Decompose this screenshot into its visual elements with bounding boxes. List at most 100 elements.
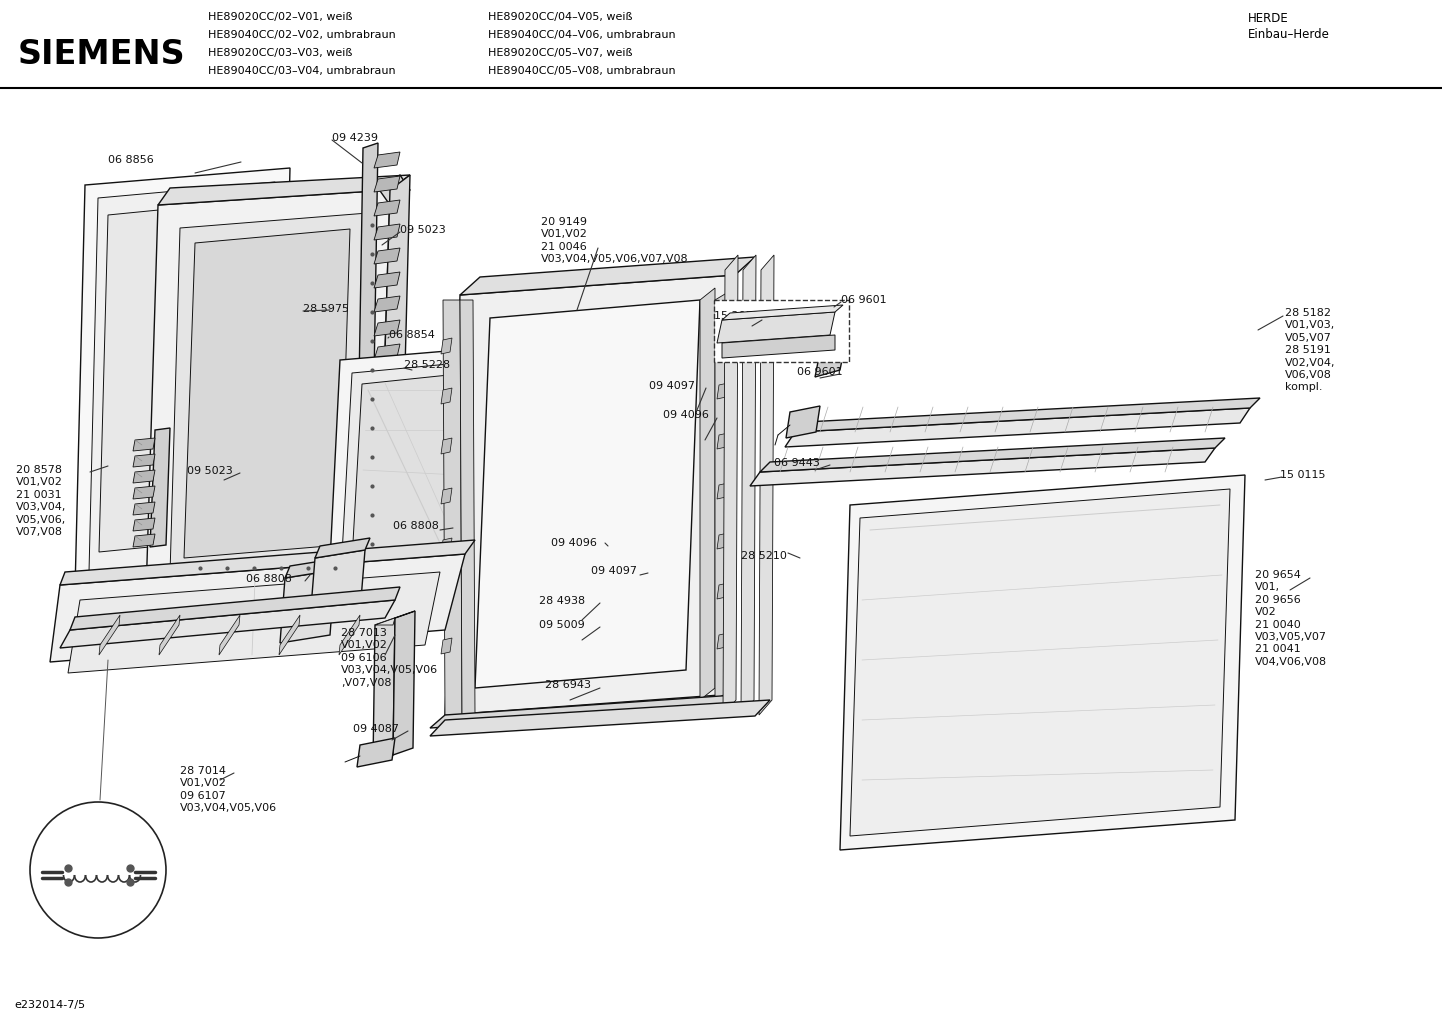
Polygon shape [741, 255, 756, 715]
Polygon shape [68, 572, 440, 673]
Text: 06 9601: 06 9601 [797, 367, 842, 377]
Text: SIEMENS: SIEMENS [17, 38, 186, 71]
Polygon shape [841, 475, 1244, 850]
Text: 09 5023: 09 5023 [187, 466, 232, 476]
Polygon shape [715, 288, 735, 700]
Text: HE89040CC/03–V04, umbrabraun: HE89040CC/03–V04, umbrabraun [208, 66, 395, 76]
Polygon shape [50, 554, 464, 662]
Text: HE89040CC/02–V02, umbrabraun: HE89040CC/02–V02, umbrabraun [208, 30, 395, 40]
Polygon shape [89, 182, 275, 572]
Polygon shape [339, 361, 482, 609]
Polygon shape [815, 345, 845, 377]
Polygon shape [327, 347, 495, 622]
Text: 09 4087: 09 4087 [353, 725, 399, 734]
Text: 28 7013
V01,V02
09 6106
V03,V04,V05,V06
,V07,V08: 28 7013 V01,V02 09 6106 V03,V04,V05,V06 … [340, 628, 438, 688]
Polygon shape [350, 373, 469, 595]
Text: 20 8578
V01,V02
21 0031
V03,V04,
V05,V06,
V07,V08: 20 8578 V01,V02 21 0031 V03,V04, V05,V06… [16, 465, 66, 537]
Polygon shape [717, 633, 728, 649]
Polygon shape [717, 383, 728, 399]
Text: 09 5009: 09 5009 [539, 620, 585, 630]
Polygon shape [359, 143, 378, 385]
Text: 06 8854: 06 8854 [389, 330, 435, 340]
Polygon shape [133, 454, 154, 467]
Text: HE89020CC/05–V07, weiß: HE89020CC/05–V07, weiß [487, 48, 633, 58]
Polygon shape [699, 288, 715, 700]
Polygon shape [430, 700, 770, 736]
Text: 15 0115: 15 0115 [1280, 470, 1325, 480]
Polygon shape [373, 248, 399, 264]
Polygon shape [146, 190, 389, 595]
Text: 28 5975: 28 5975 [303, 304, 349, 314]
Polygon shape [373, 320, 399, 336]
Polygon shape [795, 398, 1260, 432]
Polygon shape [441, 538, 451, 554]
Polygon shape [150, 428, 170, 547]
Bar [714, 300, 849, 362]
Text: HE89040CC/04–V06, umbrabraun: HE89040CC/04–V06, umbrabraun [487, 30, 676, 40]
Text: 28 7014
V01,V02
09 6107
V03,V04,V05,V06: 28 7014 V01,V02 09 6107 V03,V04,V05,V06 [180, 766, 277, 813]
Polygon shape [373, 296, 399, 312]
Polygon shape [61, 600, 395, 648]
Polygon shape [717, 333, 728, 348]
Polygon shape [441, 588, 451, 604]
Polygon shape [460, 257, 756, 294]
Text: 28 5228: 28 5228 [404, 360, 450, 370]
Polygon shape [61, 540, 474, 585]
Polygon shape [750, 448, 1216, 486]
Polygon shape [310, 550, 365, 620]
Text: 20 9654
V01,
20 9656
V02
21 0040
V03,V05,V07
21 0041
V04,V06,V08: 20 9654 V01, 20 9656 V02 21 0040 V03,V05… [1255, 570, 1327, 666]
Text: HE89040CC/05–V08, umbrabraun: HE89040CC/05–V08, umbrabraun [487, 66, 676, 76]
Text: HE89020CC/02–V01, weiß: HE89020CC/02–V01, weiß [208, 12, 352, 22]
Text: 09 4096: 09 4096 [551, 538, 597, 548]
Polygon shape [373, 618, 395, 762]
Polygon shape [280, 570, 335, 643]
Polygon shape [159, 175, 410, 205]
Polygon shape [430, 695, 735, 728]
Polygon shape [133, 470, 154, 483]
Polygon shape [159, 615, 180, 655]
Polygon shape [219, 615, 239, 655]
Polygon shape [99, 200, 260, 552]
Polygon shape [717, 312, 835, 343]
Polygon shape [286, 558, 340, 578]
Polygon shape [443, 300, 461, 715]
Polygon shape [784, 408, 1250, 447]
Polygon shape [717, 483, 728, 499]
Polygon shape [75, 168, 290, 590]
Polygon shape [133, 486, 154, 499]
Polygon shape [717, 433, 728, 449]
Polygon shape [717, 583, 728, 599]
Text: 09 4239: 09 4239 [332, 133, 378, 143]
Polygon shape [133, 518, 154, 531]
Polygon shape [373, 344, 399, 360]
Polygon shape [185, 229, 350, 558]
Text: 06 8856: 06 8856 [108, 155, 154, 165]
Text: 28 5210: 28 5210 [741, 551, 787, 561]
Polygon shape [133, 502, 154, 515]
Polygon shape [441, 338, 451, 354]
Polygon shape [373, 224, 399, 240]
Polygon shape [446, 275, 735, 715]
Text: Einbau–Herde: Einbau–Herde [1247, 28, 1330, 41]
Polygon shape [441, 438, 451, 454]
Polygon shape [378, 175, 410, 205]
Text: 20 9149
V01,V02
21 0046
V03,V04,V05,V06,V07,V08: 20 9149 V01,V02 21 0046 V03,V04,V05,V06,… [541, 217, 689, 264]
Polygon shape [722, 335, 835, 358]
Polygon shape [133, 534, 154, 547]
Polygon shape [441, 388, 451, 404]
Polygon shape [373, 272, 399, 288]
Text: 09 4097: 09 4097 [591, 566, 637, 576]
Polygon shape [717, 533, 728, 549]
Text: 28 4938: 28 4938 [539, 596, 585, 606]
Polygon shape [378, 175, 410, 580]
Text: HE89020CC/03–V03, weiß: HE89020CC/03–V03, weiß [208, 48, 352, 58]
Text: 09 4097: 09 4097 [649, 381, 695, 391]
Circle shape [30, 802, 166, 938]
Polygon shape [786, 406, 820, 438]
Polygon shape [722, 255, 738, 715]
Text: 09 5023: 09 5023 [399, 225, 446, 235]
Polygon shape [314, 538, 371, 558]
Polygon shape [758, 255, 774, 715]
Polygon shape [373, 176, 399, 192]
Polygon shape [278, 615, 300, 655]
